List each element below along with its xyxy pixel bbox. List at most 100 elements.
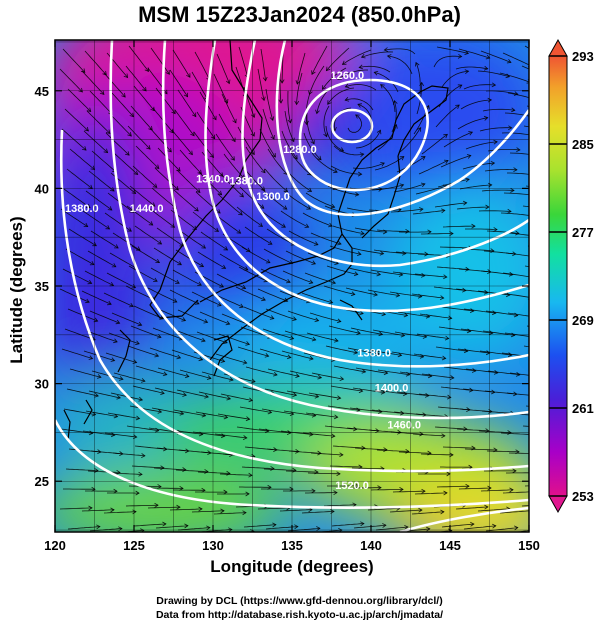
streamline [507, 312, 529, 317]
streamline-arrow [197, 281, 202, 286]
streamline [113, 372, 145, 382]
streamline-arrow [513, 167, 518, 173]
streamline-arrow [133, 170, 139, 176]
streamline-arrow [116, 394, 121, 400]
streamline [153, 467, 186, 471]
streamline [261, 188, 288, 210]
streamline [219, 253, 248, 271]
streamline [130, 325, 162, 338]
streamline [197, 471, 231, 474]
streamline [179, 369, 211, 379]
streamline-arrow [386, 54, 392, 59]
streamline-arrow [443, 490, 448, 496]
streamline-arrow [258, 222, 264, 227]
streamline-arrow [135, 246, 141, 251]
streamline [61, 348, 93, 359]
streamline-arrow [220, 433, 226, 439]
streamline [359, 65, 391, 73]
streamline [157, 147, 181, 172]
streamline-arrow [175, 279, 180, 284]
streamline-arrow [507, 352, 513, 358]
streamline-arrow [260, 186, 266, 192]
streamline [389, 509, 422, 513]
streamline-arrow [250, 132, 255, 137]
streamline-arrow [204, 394, 209, 399]
streamline [177, 89, 197, 117]
streamline-arrow [532, 193, 536, 197]
streamline [147, 287, 177, 303]
streamline-arrow [292, 392, 298, 397]
streamline [351, 467, 384, 470]
streamline-arrow [239, 303, 244, 309]
streamline-arrow [270, 466, 275, 471]
streamline [197, 251, 226, 269]
streamline [193, 131, 214, 158]
streamline-arrow [245, 416, 251, 422]
streamline [125, 504, 159, 507]
colorbar-bottom-arrow [548, 495, 568, 514]
streamline-arrow [530, 133, 534, 137]
streamline-arrow [306, 205, 312, 210]
streamline-arrow [308, 90, 313, 96]
streamline [85, 190, 113, 211]
streamline [148, 207, 175, 228]
streamline [127, 345, 159, 357]
streamline [377, 369, 410, 376]
streamline [132, 165, 158, 188]
streamline-arrow [313, 241, 319, 246]
streamline [287, 527, 320, 532]
streamline-arrow [129, 112, 135, 118]
streamline-arrow [491, 82, 497, 88]
streamline-arrow [271, 152, 276, 158]
streamline [175, 469, 209, 472]
streamline-arrow [140, 378, 146, 383]
streamline-arrow [282, 205, 288, 210]
colorbar-tick-label: 269 [572, 313, 594, 328]
streamline-arrow [174, 185, 179, 191]
streamline [87, 470, 121, 473]
streamline-arrow [135, 490, 140, 496]
streamline-arrow [107, 300, 112, 306]
streamline-arrow [290, 137, 295, 143]
streamline [173, 189, 199, 212]
streamline-arrow [383, 447, 388, 453]
streamline [191, 71, 209, 100]
streamline-arrow [515, 371, 521, 377]
streamline-arrow [283, 187, 289, 193]
streamline-arrow [115, 319, 121, 325]
streamline [59, 68, 83, 93]
streamline-arrow [535, 471, 538, 475]
streamline [399, 371, 432, 377]
streamline [103, 292, 134, 307]
streamline [332, 225, 365, 235]
streamline [328, 325, 361, 334]
streamline-arrow [242, 435, 248, 440]
streamline [419, 313, 452, 319]
streamline-arrow [195, 188, 201, 193]
streamline-arrow [232, 118, 237, 124]
streamline-arrow [307, 187, 313, 192]
streamline [283, 190, 311, 210]
x-tick-label: 135 [281, 538, 303, 553]
streamline [481, 189, 515, 192]
streamline [279, 71, 282, 104]
streamline-arrow [150, 202, 156, 207]
streamline [371, 409, 404, 414]
streamline-arrow [286, 430, 292, 435]
streamline [133, 85, 155, 111]
streamline [325, 345, 358, 354]
streamline-arrow [114, 244, 119, 249]
streamline [480, 270, 513, 276]
streamline-arrow [317, 374, 323, 380]
streamline [443, 366, 476, 372]
streamline-arrow [273, 371, 278, 377]
streamline [350, 327, 383, 335]
streamline-arrow [336, 318, 342, 324]
streamline-arrow [225, 79, 231, 85]
streamline [435, 346, 468, 352]
streamline [370, 489, 403, 491]
streamline [126, 425, 159, 431]
streamline [219, 473, 253, 476]
streamline-arrow [131, 189, 137, 194]
streamline-arrow [156, 334, 162, 339]
